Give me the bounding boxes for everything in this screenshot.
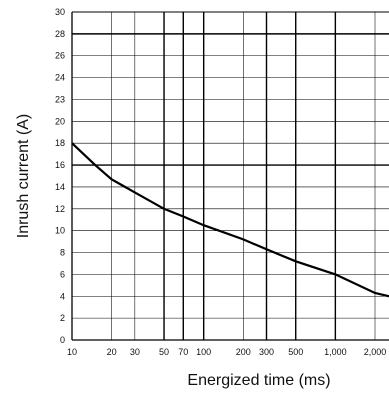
y-tick-label: 8 (60, 248, 65, 258)
y-tick-label: 20 (55, 116, 65, 126)
x-tick-label: 30 (130, 347, 140, 357)
x-tick-label: 70 (178, 347, 188, 357)
x-tick-labels: 10 20 30 50 70 100 200 300 500 1,000 2,000 (67, 347, 386, 357)
y-tick-label: 28 (55, 29, 65, 39)
x-tick-label: 100 (196, 347, 211, 357)
y-tick-label: 16 (55, 160, 65, 170)
y-tick-label: 4 (60, 291, 65, 301)
y-tick-label: 0 (60, 335, 65, 345)
x-tick-label: 500 (288, 347, 303, 357)
x-tick-label: 20 (107, 347, 117, 357)
y-tick-label: 23 (55, 94, 65, 104)
y-tick-label: 30 (55, 7, 65, 17)
x-tick-label: 10 (67, 347, 77, 357)
y-tick-label: 26 (55, 51, 65, 61)
y-axis-label: Inrush current (A) (15, 114, 32, 238)
y-tick-label: 18 (55, 138, 65, 148)
y-tick-label: 24 (55, 73, 65, 83)
x-axis-label: Energized time (ms) (187, 372, 330, 389)
y-tick-label: 12 (55, 204, 65, 214)
grid-lines (71, 11, 389, 341)
y-tick-label: 6 (60, 269, 65, 279)
y-tick-label: 14 (55, 182, 65, 192)
x-tick-label: 200 (236, 347, 251, 357)
x-tick-label: 50 (159, 347, 169, 357)
y-tick-label: 10 (55, 226, 65, 236)
x-tick-label: 1,000 (324, 347, 347, 357)
inrush-current-curve (71, 142, 389, 298)
x-tick-label: 2,000 (364, 347, 387, 357)
y-tick-label: 2 (60, 313, 65, 323)
x-tick-label: 300 (259, 347, 274, 357)
